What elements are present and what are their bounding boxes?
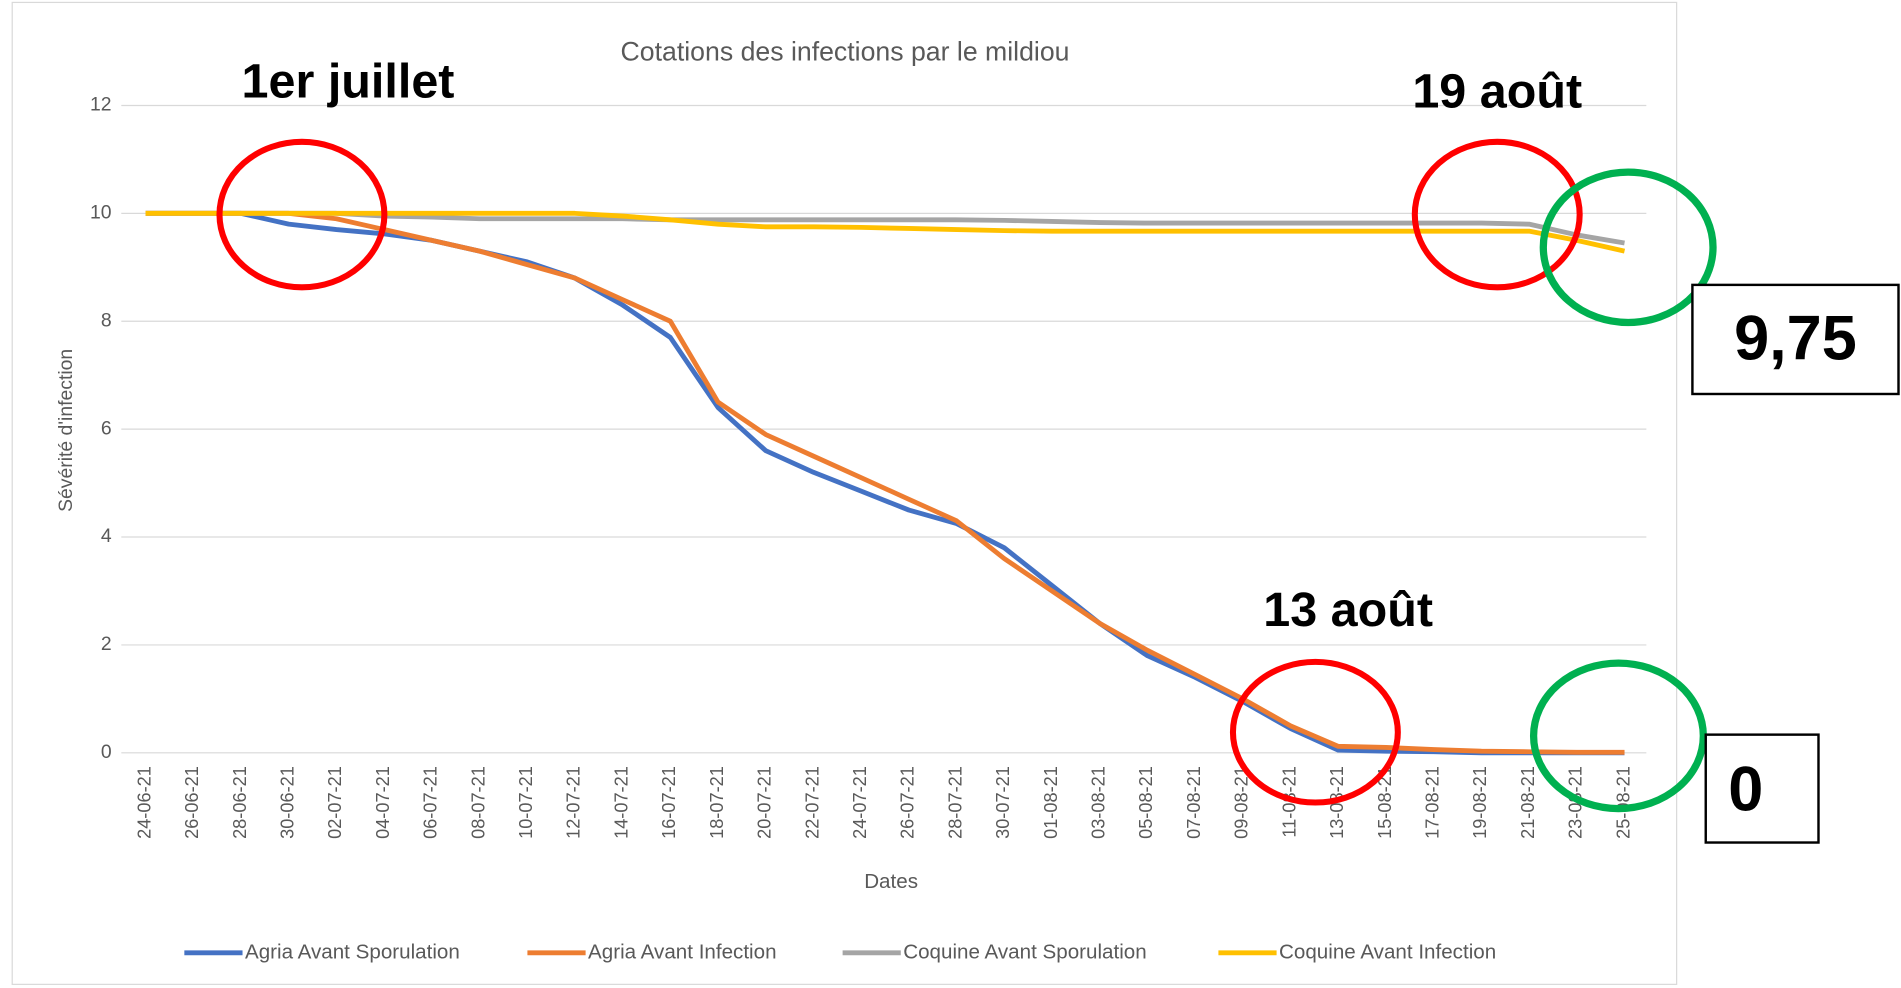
x-tick-label: 05-08-21 [1136, 766, 1156, 839]
legend-label: Coquine Avant Infection [1279, 940, 1496, 963]
value-box [1691, 283, 1900, 396]
x-tick-label: 30-06-21 [277, 766, 297, 839]
x-tick-label: 06-07-21 [421, 766, 441, 839]
annotation: 13 août [1263, 583, 1433, 637]
highlight-circle [216, 138, 388, 291]
series-line [145, 210, 1626, 254]
x-tick-label: 26-06-21 [182, 766, 202, 839]
highlight-circle [1411, 138, 1583, 291]
highlight-circle [1529, 659, 1707, 813]
x-tick-label: 01-08-21 [1041, 766, 1061, 839]
value-box [1704, 733, 1820, 844]
chart-title: Cotations des infections par le mildiou [621, 36, 1070, 66]
y-tick-label: 6 [101, 417, 112, 439]
x-tick-label: 08-07-21 [468, 766, 488, 839]
y-tick-label: 8 [101, 309, 112, 331]
x-tick-label: 14-07-21 [611, 766, 631, 839]
x-axis-label: Dates [864, 870, 918, 893]
x-tick-label: 24-06-21 [134, 766, 154, 839]
x-tick-label: 12-07-21 [564, 766, 584, 839]
x-tick-label: 15-08-21 [1375, 766, 1395, 839]
annotation: 9,75 [1734, 304, 1857, 374]
x-tick-label: 20-07-21 [755, 766, 775, 839]
x-tick-label: 07-08-21 [1184, 766, 1204, 839]
x-tick-label: 28-07-21 [945, 766, 965, 839]
y-tick-label: 2 [101, 633, 112, 655]
x-tick-label: 04-07-21 [373, 766, 393, 839]
annotation: 0 [1728, 755, 1763, 825]
x-tick-label: 18-07-21 [707, 766, 727, 839]
x-tick-label: 24-07-21 [850, 766, 870, 839]
y-tick-label: 4 [101, 525, 112, 547]
legend-label: Coquine Avant Sporulation [903, 940, 1147, 963]
x-tick-label: 03-08-21 [1089, 766, 1109, 839]
highlight-circle [1539, 168, 1717, 327]
annotation: 19 août [1412, 64, 1582, 118]
annotation: 1er juillet [242, 55, 455, 109]
y-tick-label: 12 [90, 94, 112, 116]
series-line [145, 210, 1625, 755]
legend-label: Agria Avant Sporulation [245, 940, 460, 963]
x-tick-label: 25-08-21 [1613, 766, 1633, 839]
overlay: 1er juillet 19 août 13 août 9,75 0 [216, 55, 1900, 844]
highlight-circle [1229, 658, 1401, 806]
series-line [145, 210, 1625, 246]
x-tick-label: 19-08-21 [1470, 766, 1490, 839]
x-tick-label: 02-07-21 [325, 766, 345, 839]
x-tick-label: 09-08-21 [1232, 766, 1252, 839]
series-line [145, 210, 1625, 756]
y-axis-label: Sévérité d'infection [55, 349, 77, 512]
x-tick-label: 21-08-21 [1518, 766, 1538, 839]
x-tick-label: 22-07-21 [802, 766, 822, 839]
y-tick-label: 10 [90, 201, 112, 223]
x-tick-label: 28-06-21 [230, 766, 250, 839]
x-tick-label: 10-07-21 [516, 766, 536, 839]
chart-border [11, 1, 1678, 985]
y-tick-label: 0 [101, 741, 112, 763]
x-tick-label: 16-07-21 [659, 766, 679, 839]
legend-label: Agria Avant Infection [588, 940, 777, 963]
x-tick-label: 26-07-21 [898, 766, 918, 839]
x-tick-label: 30-07-21 [993, 766, 1013, 839]
x-tick-label: 17-08-21 [1422, 766, 1442, 839]
